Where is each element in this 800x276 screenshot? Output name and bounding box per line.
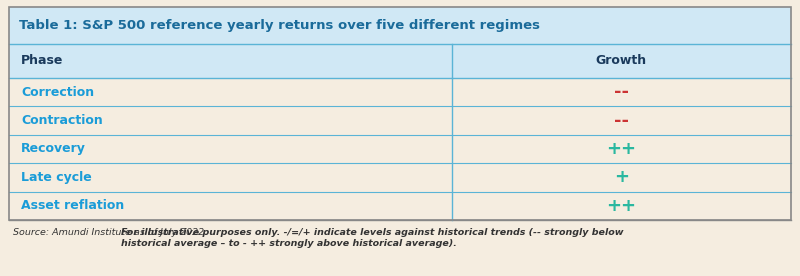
- Text: Growth: Growth: [596, 54, 646, 67]
- Bar: [10, 78, 790, 106]
- Bar: [10, 44, 790, 78]
- Text: --: --: [614, 112, 629, 129]
- Text: Correction: Correction: [22, 86, 94, 99]
- Text: Contraction: Contraction: [22, 114, 103, 127]
- Bar: [10, 7, 790, 44]
- Bar: [10, 7, 790, 220]
- Text: ++: ++: [606, 140, 636, 158]
- Text: ++: ++: [606, 197, 636, 215]
- Text: Source: Amundi Institute as of July 2022.: Source: Amundi Institute as of July 2022…: [14, 228, 210, 237]
- Bar: [10, 163, 790, 192]
- Bar: [10, 135, 790, 163]
- Bar: [10, 192, 790, 220]
- Text: Asset reflation: Asset reflation: [22, 199, 125, 212]
- Text: +: +: [614, 168, 629, 186]
- Text: Phase: Phase: [22, 54, 64, 67]
- Text: Recovery: Recovery: [22, 142, 86, 155]
- Text: For illustrative purposes only. -/=/+ indicate levels against historical trends : For illustrative purposes only. -/=/+ in…: [121, 228, 623, 248]
- Text: Table 1: S&P 500 reference yearly returns over five different regimes: Table 1: S&P 500 reference yearly return…: [19, 19, 540, 32]
- Text: Late cycle: Late cycle: [22, 171, 92, 184]
- Text: --: --: [614, 83, 629, 101]
- Bar: [10, 106, 790, 135]
